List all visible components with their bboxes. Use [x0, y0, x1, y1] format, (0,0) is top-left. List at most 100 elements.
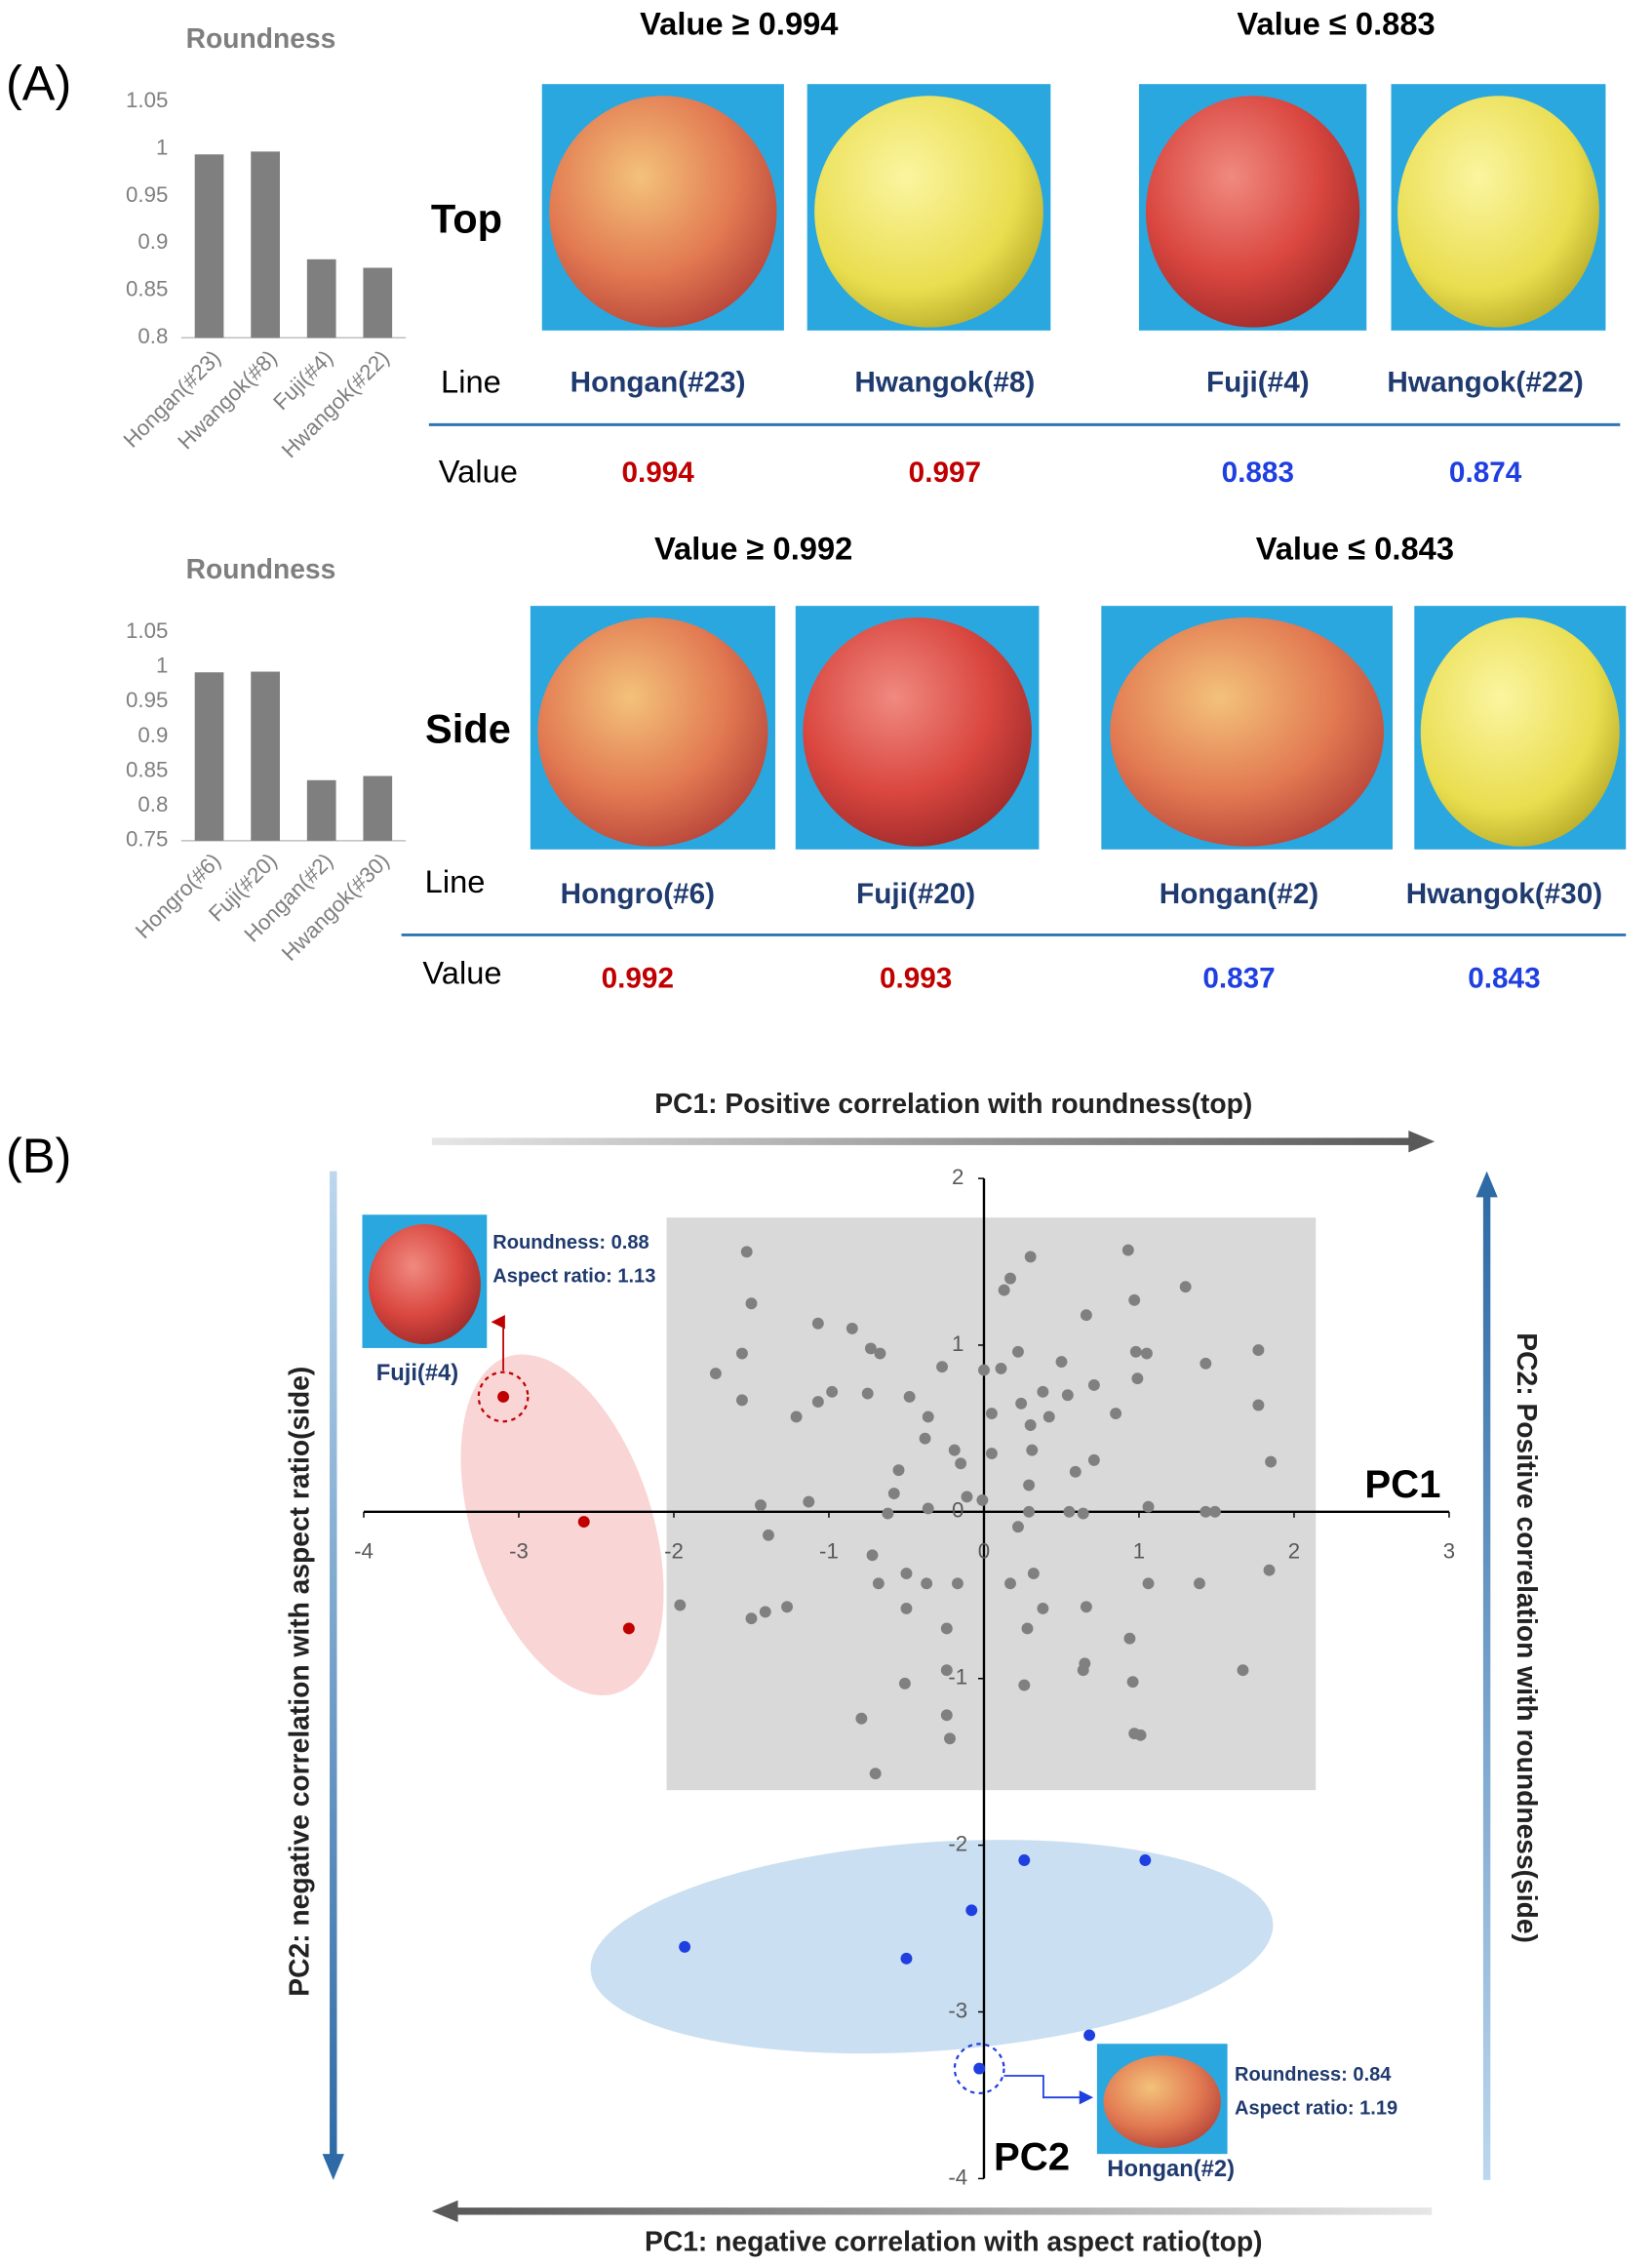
bar [306, 779, 336, 841]
point [919, 1432, 931, 1445]
arrow-head [431, 2200, 458, 2222]
point [1129, 1345, 1142, 1358]
y-tick-label: -3 [948, 1998, 967, 2022]
apple [537, 617, 768, 847]
line-value: 0.883 [1222, 457, 1294, 489]
group-header: Value ≤ 0.843 [1256, 530, 1454, 566]
arrow-head [1408, 1131, 1436, 1153]
highlight [953, 2043, 1005, 2094]
y-tick-label: 0.95 [126, 182, 168, 207]
point [985, 1408, 998, 1419]
bar [306, 258, 336, 338]
point [887, 1488, 900, 1500]
arrow-head [1475, 1171, 1498, 1198]
point [1087, 1379, 1100, 1391]
y-tick-label: 0.75 [126, 827, 168, 852]
line-name: Fuji(#20) [856, 878, 975, 910]
x-tick-label: -2 [664, 1538, 684, 1563]
point [855, 1712, 868, 1725]
point [1018, 1854, 1031, 1866]
point [1024, 1419, 1037, 1431]
x-tick-label: -4 [354, 1538, 374, 1563]
group-header: Value ≥ 0.994 [640, 5, 838, 41]
point [1083, 2029, 1096, 2042]
point [1200, 1357, 1212, 1370]
chart-title: Roundness [186, 553, 336, 584]
panel-label: (A) [6, 56, 71, 111]
x-tick-label: 2 [1288, 1538, 1300, 1563]
point [882, 1507, 894, 1520]
arrow-head [322, 2154, 344, 2180]
callout-arrow [491, 1315, 505, 1372]
point [1263, 1564, 1276, 1576]
point [1023, 1505, 1036, 1518]
point [961, 1491, 973, 1503]
point [874, 1347, 886, 1360]
line-value: 0.874 [1449, 457, 1522, 489]
y-tick-label: 0.85 [126, 757, 168, 781]
point [826, 1385, 839, 1398]
point [781, 1601, 793, 1613]
point [1128, 1293, 1141, 1306]
apple [1103, 2055, 1221, 2149]
point [1063, 1505, 1076, 1518]
point [811, 1317, 824, 1330]
point [1208, 1505, 1221, 1518]
point [1179, 1281, 1192, 1293]
panel-label: (B) [6, 1128, 71, 1183]
point [1023, 1479, 1036, 1491]
bar [251, 151, 280, 338]
view-label: Top [431, 195, 502, 241]
point [940, 1622, 953, 1635]
point [1024, 1251, 1037, 1263]
point [1018, 1679, 1031, 1691]
point [1069, 1465, 1082, 1478]
point [922, 1502, 934, 1515]
point [973, 2062, 986, 2075]
row-label: Line [441, 363, 501, 399]
point [1194, 1577, 1205, 1590]
axis-caption: PC1: negative correlation with aspect ra… [645, 2226, 1262, 2257]
point [864, 1342, 877, 1355]
point [1015, 1397, 1028, 1410]
arrow [1482, 1194, 1491, 2180]
point [998, 1284, 1010, 1296]
group-header: Value ≤ 0.883 [1237, 5, 1435, 41]
group-header: Value ≥ 0.992 [654, 530, 852, 566]
y-tick-label: 0.85 [126, 277, 168, 301]
arrow [454, 2207, 1433, 2215]
y-tick-label: 1 [156, 135, 168, 159]
region [590, 1840, 1274, 2054]
row-label: Value [439, 454, 518, 490]
y-tick-label: 0.9 [138, 229, 168, 254]
line-name: Hwangok(#22) [1387, 367, 1583, 399]
point [1080, 1601, 1092, 1613]
x-tick-label: 1 [1133, 1538, 1145, 1563]
point [740, 1246, 753, 1258]
point [1110, 1408, 1122, 1419]
region [460, 1354, 664, 1695]
axis-title: PC2 [994, 2135, 1070, 2179]
point [745, 1297, 758, 1310]
point [1131, 1372, 1144, 1385]
point [674, 1599, 687, 1611]
point [803, 1495, 815, 1508]
point [1004, 1272, 1016, 1285]
point [790, 1411, 803, 1423]
bar [194, 672, 224, 841]
point [940, 1709, 953, 1722]
apple [1145, 96, 1360, 328]
point [892, 1464, 905, 1477]
callout-text: Aspect ratio: 1.13 [492, 1265, 655, 1287]
point [763, 1529, 774, 1541]
highlight [477, 1371, 530, 1423]
row-label: Line [425, 863, 486, 899]
point [1140, 1347, 1153, 1360]
line-name: Hongro(#6) [561, 878, 715, 910]
point [1252, 1399, 1265, 1411]
bar [363, 267, 393, 338]
chart-title: Roundness [186, 22, 336, 54]
point [948, 1444, 961, 1456]
point [955, 1457, 967, 1470]
